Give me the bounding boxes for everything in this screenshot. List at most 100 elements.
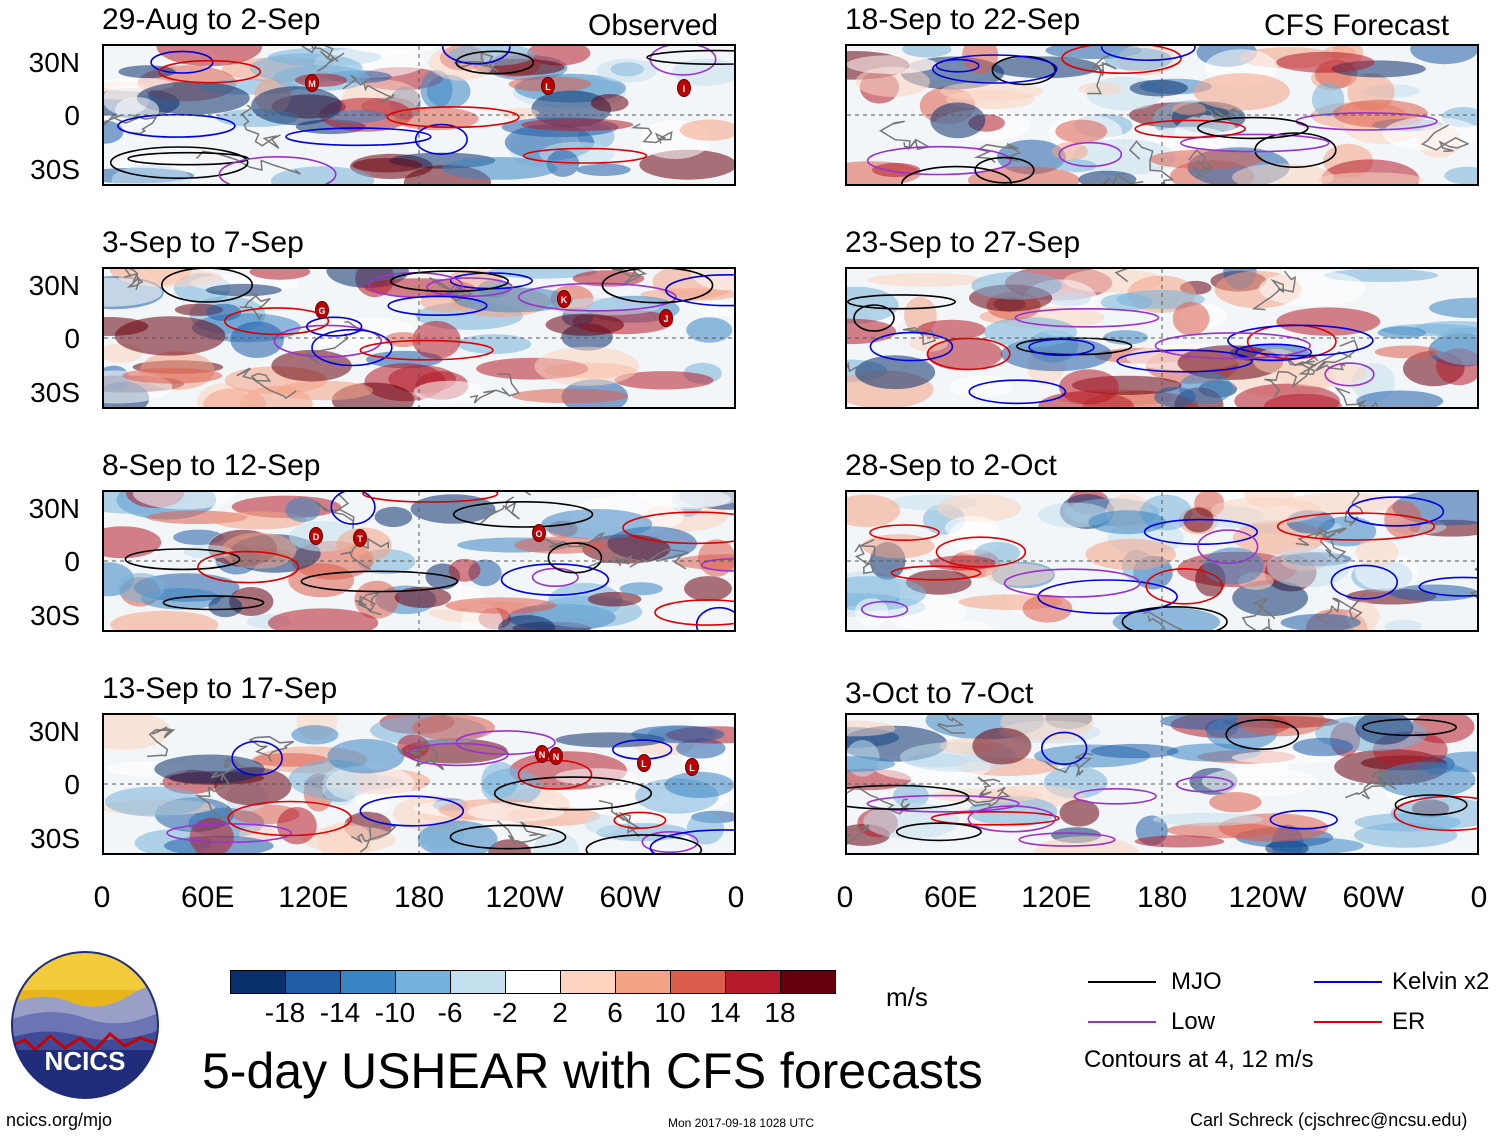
site-link[interactable]: ncics.org/mjo bbox=[6, 1110, 113, 1130]
x-tick-label: 60W bbox=[599, 881, 662, 914]
contour-er bbox=[224, 307, 330, 336]
shear-anomaly bbox=[948, 375, 1013, 398]
shear-anomaly bbox=[533, 832, 580, 853]
coastline bbox=[350, 822, 397, 853]
shear-anomaly bbox=[847, 55, 937, 74]
contour-note: Contours at 4, 12 m/s bbox=[1084, 1046, 1314, 1073]
shear-anomaly bbox=[454, 287, 573, 313]
contour-kelvin-x2 bbox=[665, 274, 734, 307]
contour-mjo bbox=[300, 570, 459, 593]
shear-anomaly bbox=[481, 761, 519, 799]
shear-anomaly bbox=[1276, 307, 1381, 336]
shear-anomaly bbox=[1052, 142, 1088, 161]
shear-anomaly bbox=[1059, 799, 1100, 827]
panel-fc-3-title: 28-Sep to 2-Oct bbox=[845, 449, 1057, 482]
shear-anomaly bbox=[132, 492, 236, 510]
shear-anomaly bbox=[221, 532, 297, 569]
shear-anomaly bbox=[1152, 812, 1263, 826]
legend-line-er bbox=[1314, 1021, 1382, 1023]
credit: Carl Schreck (cjschrec@ncsu.edu) bbox=[1190, 1110, 1468, 1130]
shear-anomaly bbox=[327, 738, 405, 774]
shear-anomaly bbox=[847, 494, 901, 528]
shear-anomaly bbox=[417, 820, 498, 853]
x-tick-label: 0 bbox=[93, 881, 111, 914]
shear-anomaly bbox=[1232, 163, 1334, 184]
contour-mjo bbox=[847, 784, 970, 810]
contour-mjo bbox=[1121, 606, 1228, 630]
shear-anomaly bbox=[1090, 743, 1179, 759]
shear-anomaly bbox=[1316, 172, 1424, 184]
contour-kelvin-x2 bbox=[1347, 496, 1445, 527]
shear-anomaly bbox=[1377, 761, 1476, 798]
coastline bbox=[355, 591, 382, 616]
shear-anomaly bbox=[487, 269, 598, 279]
shear-anomaly bbox=[1377, 326, 1426, 339]
coastline bbox=[847, 824, 870, 845]
shear-anomaly bbox=[154, 754, 265, 784]
coastline bbox=[1128, 140, 1175, 184]
x-tick-label: 60E bbox=[923, 881, 978, 914]
shear-anomaly bbox=[867, 273, 984, 287]
panel-fc-2 bbox=[845, 267, 1479, 409]
coastline bbox=[1241, 597, 1276, 630]
coastline bbox=[879, 120, 932, 151]
shear-anomaly bbox=[930, 102, 986, 139]
coastline bbox=[524, 492, 532, 496]
shear-anomaly bbox=[1129, 79, 1188, 97]
coastline bbox=[196, 150, 301, 175]
coastline bbox=[1044, 752, 1094, 778]
coastline bbox=[478, 496, 520, 526]
chart-title: 5-day USHEAR with CFS forecasts bbox=[202, 1043, 983, 1099]
colorbar-swatch bbox=[285, 970, 341, 994]
shear-anomaly bbox=[267, 608, 379, 630]
shear-anomaly bbox=[1078, 82, 1123, 96]
shear-anomaly bbox=[1193, 73, 1290, 111]
contour-low bbox=[860, 600, 909, 618]
coastline bbox=[236, 367, 297, 400]
contour-kelvin-x2 bbox=[117, 113, 236, 138]
contour-mjo bbox=[1225, 719, 1300, 750]
shear-anomaly bbox=[1059, 369, 1119, 405]
x-tick-label: 120E bbox=[278, 881, 349, 914]
shear-anomaly bbox=[596, 58, 658, 83]
shear-anomaly bbox=[1432, 327, 1477, 366]
shear-anomaly bbox=[1055, 119, 1108, 144]
contour-mjo bbox=[895, 822, 982, 842]
timestamp: Mon 2017-09-18 1028 UTC bbox=[668, 1116, 815, 1130]
shear-anomaly bbox=[384, 332, 422, 348]
shear-anomaly bbox=[203, 388, 267, 407]
shear-anomaly bbox=[619, 582, 663, 596]
panel-obs-2 bbox=[102, 267, 736, 409]
shear-anomaly bbox=[327, 110, 388, 123]
contour-kelvin-x2 bbox=[500, 563, 610, 596]
contour-kelvin-x2 bbox=[311, 328, 393, 367]
contour-low bbox=[1058, 141, 1123, 168]
coastline bbox=[147, 726, 176, 758]
contour-kelvin-x2 bbox=[231, 740, 283, 776]
shear-anomaly bbox=[104, 786, 205, 817]
coastline bbox=[248, 735, 295, 762]
shear-anomaly bbox=[420, 70, 453, 109]
units-label: m/s bbox=[886, 982, 928, 1012]
shear-anomaly bbox=[1172, 301, 1210, 336]
shear-anomaly bbox=[271, 349, 352, 382]
shear-anomaly bbox=[1211, 496, 1323, 524]
colorbar-swatch bbox=[725, 970, 781, 994]
contour-kelvin-x2 bbox=[1418, 576, 1477, 597]
shear-anomaly bbox=[511, 388, 628, 404]
colorbar-swatch bbox=[395, 970, 451, 994]
shear-anomaly bbox=[945, 621, 994, 630]
shear-anomaly bbox=[972, 727, 1032, 765]
contour-kelvin-x2 bbox=[1041, 731, 1088, 765]
shear-anomaly bbox=[854, 598, 889, 626]
shear-anomaly bbox=[614, 371, 714, 390]
y-tick-eq-2: 0 bbox=[64, 323, 80, 354]
shear-anomaly bbox=[374, 506, 413, 527]
shear-anomaly bbox=[664, 771, 734, 798]
panel-fc-2-title: 23-Sep to 27-Sep bbox=[845, 226, 1081, 259]
contour-mjo bbox=[1361, 718, 1457, 737]
shear-anomaly bbox=[590, 94, 629, 112]
contour-kelvin-x2 bbox=[1227, 324, 1374, 357]
storm-marker: N bbox=[549, 747, 563, 765]
shear-field bbox=[104, 46, 734, 184]
